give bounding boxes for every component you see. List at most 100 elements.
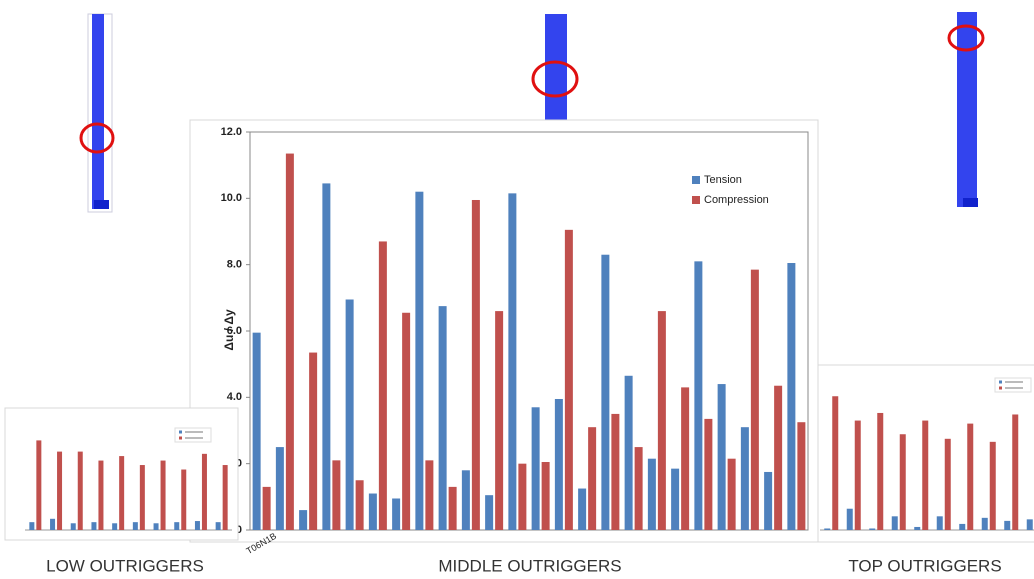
building: [92, 14, 104, 209]
bar: [774, 386, 782, 530]
bar: [322, 183, 330, 530]
bar: [611, 414, 619, 530]
bar: [91, 522, 96, 530]
bar: [263, 487, 271, 530]
bar: [847, 509, 853, 530]
bar: [439, 306, 447, 530]
chart: TOP OUTRIGGERS: [818, 365, 1034, 575]
bar: [392, 498, 400, 530]
bar: [174, 522, 179, 530]
bar: [472, 200, 480, 530]
bar: [299, 510, 307, 530]
bar: [694, 261, 702, 530]
bar: [751, 270, 759, 530]
building-base: [94, 200, 109, 209]
bar: [922, 421, 928, 530]
bar: [718, 384, 726, 530]
legend-label: Compression: [704, 194, 769, 206]
bar: [133, 522, 138, 530]
bar: [202, 454, 207, 530]
bar: [914, 527, 920, 530]
bar: [959, 524, 965, 530]
y-tick-label: 4.0: [227, 391, 242, 403]
bar: [346, 299, 354, 530]
bar: [937, 516, 943, 530]
legend-swatch: [999, 387, 1002, 390]
bar: [555, 399, 563, 530]
bar: [332, 460, 340, 530]
legend-swatch: [692, 176, 700, 184]
bar: [797, 422, 805, 530]
bar: [154, 523, 159, 530]
legend-text-placeholder: [185, 437, 203, 439]
y-tick-label: 12.0: [221, 126, 242, 138]
bar: [832, 396, 838, 530]
bar: [681, 387, 689, 530]
bar: [982, 518, 988, 530]
legend-text-placeholder: [1005, 381, 1023, 383]
bar: [379, 241, 387, 530]
bar: [1004, 521, 1010, 530]
bar: [601, 255, 609, 530]
bar: [892, 516, 898, 530]
bar: [648, 459, 656, 530]
legend-label: Tension: [704, 174, 742, 186]
legend-box: [995, 378, 1031, 392]
y-axis-label: Δu / Δy: [222, 309, 236, 351]
bar: [967, 424, 973, 530]
bar: [195, 521, 200, 530]
bar: [658, 311, 666, 530]
chart-caption: MIDDLE OUTRIGGERS: [438, 556, 621, 575]
legend-text-placeholder: [1005, 387, 1023, 389]
bar: [542, 462, 550, 530]
bar: [704, 419, 712, 530]
bar: [78, 452, 83, 530]
bar: [119, 456, 124, 530]
bar: [741, 427, 749, 530]
bar: [223, 465, 228, 530]
bar: [495, 311, 503, 530]
bar: [518, 464, 526, 530]
legend-box: [175, 428, 211, 442]
bar: [286, 154, 294, 530]
bar: [764, 472, 772, 530]
bar: [945, 439, 951, 530]
building-low: [81, 14, 113, 212]
building-base: [963, 198, 978, 207]
bar: [1027, 519, 1033, 530]
legend-text-placeholder: [185, 431, 203, 433]
figure: 0.02.04.06.08.010.012.0Δu / ΔyT06N1BTens…: [0, 0, 1034, 579]
bar: [578, 489, 586, 530]
bar: [50, 519, 55, 530]
bar: [181, 470, 186, 530]
chart-caption: TOP OUTRIGGERS: [848, 556, 1001, 575]
bar: [309, 353, 317, 530]
bar: [140, 465, 145, 530]
bar: [216, 522, 221, 530]
bar: [112, 523, 117, 530]
bar: [877, 413, 883, 530]
chart-caption: LOW OUTRIGGERS: [46, 556, 204, 575]
bar: [449, 487, 457, 530]
legend-swatch: [999, 381, 1002, 384]
bar: [57, 452, 62, 530]
bar: [855, 421, 861, 530]
bar: [29, 522, 34, 530]
bar: [402, 313, 410, 530]
building-top: [930, 10, 1000, 210]
legend-swatch: [692, 196, 700, 204]
chart: LOW OUTRIGGERS: [5, 408, 238, 575]
bar: [415, 192, 423, 530]
y-tick-label: 8.0: [227, 259, 242, 271]
bar: [532, 407, 540, 530]
bar: [625, 376, 633, 530]
bar: [1012, 414, 1018, 530]
bar: [565, 230, 573, 530]
bar: [671, 469, 679, 530]
bar: [990, 442, 996, 530]
bar: [276, 447, 284, 530]
bar: [161, 461, 166, 530]
bar: [485, 495, 493, 530]
bar: [369, 494, 377, 530]
bar: [253, 333, 261, 530]
